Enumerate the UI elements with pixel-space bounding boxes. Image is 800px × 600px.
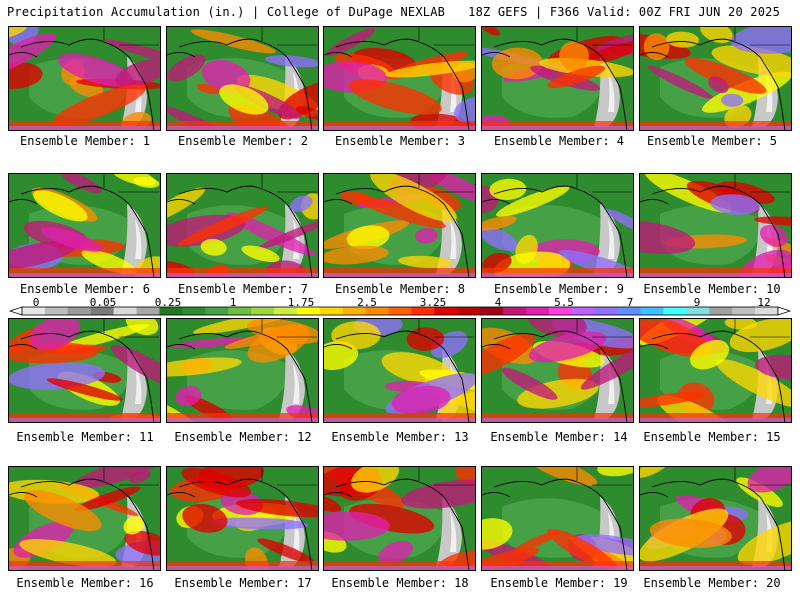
ensemble-member-map: [166, 318, 319, 423]
ensemble-member-map: [639, 173, 792, 278]
ensemble-member-map: [481, 318, 634, 423]
ensemble-member-label: Ensemble Member: 13: [331, 430, 469, 444]
ensemble-member-label: Ensemble Member: 14: [490, 430, 628, 444]
color-scale-bar: [8, 306, 792, 316]
ensemble-member-map: [166, 466, 319, 571]
ensemble-member-label: Ensemble Member: 16: [16, 576, 154, 590]
ensemble-member-map: [639, 318, 792, 423]
ensemble-member-label: Ensemble Member: 9: [493, 282, 625, 296]
ensemble-member-map: [8, 466, 161, 571]
scale-tick-label: 0: [32, 296, 40, 309]
ensemble-member-label: Ensemble Member: 19: [490, 576, 628, 590]
scale-tick-label: 12: [757, 296, 771, 309]
ensemble-member-label: Ensemble Member: 18: [331, 576, 469, 590]
ensemble-member-map: [639, 466, 792, 571]
run-valid-time: 18Z GEFS | F366 Valid: 00Z FRI JUN 20 20…: [468, 5, 780, 19]
scale-tick-label: 4: [494, 296, 502, 309]
scale-tick-label: 9: [693, 296, 701, 309]
ensemble-member-label: Ensemble Member: 10: [643, 282, 781, 296]
scale-tick-label: 3.25: [419, 296, 447, 309]
ensemble-member-map: [8, 173, 161, 278]
ensemble-member-map: [481, 173, 634, 278]
ensemble-member-label: Ensemble Member: 1: [19, 134, 151, 148]
ensemble-member-map: [323, 318, 476, 423]
ensemble-member-label: Ensemble Member: 8: [334, 282, 466, 296]
ensemble-member-map: [166, 173, 319, 278]
ensemble-member-label: Ensemble Member: 20: [643, 576, 781, 590]
ensemble-member-map: [166, 26, 319, 131]
ensemble-member-label: Ensemble Member: 15: [643, 430, 781, 444]
scale-tick-label: 1.75: [287, 296, 315, 309]
ensemble-member-map: [639, 26, 792, 131]
product-title: Precipitation Accumulation (in.) | Colle…: [7, 5, 446, 19]
ensemble-member-map: [8, 318, 161, 423]
scale-tick-label: 1: [229, 296, 237, 309]
scale-tick-label: 5.5: [554, 296, 574, 309]
scale-tick-label: 0.25: [154, 296, 182, 309]
ensemble-member-map: [8, 26, 161, 131]
ensemble-member-label: Ensemble Member: 5: [646, 134, 778, 148]
ensemble-member-map: [481, 26, 634, 131]
ensemble-member-label: Ensemble Member: 3: [334, 134, 466, 148]
scale-tick-label: 0.05: [89, 296, 117, 309]
ensemble-member-map: [481, 466, 634, 571]
scale-tick-label: 2.5: [357, 296, 377, 309]
ensemble-member-label: Ensemble Member: 4: [493, 134, 625, 148]
ensemble-member-label: Ensemble Member: 11: [16, 430, 154, 444]
ensemble-member-map: [323, 466, 476, 571]
ensemble-member-label: Ensemble Member: 2: [177, 134, 309, 148]
ensemble-member-label: Ensemble Member: 17: [174, 576, 312, 590]
ensemble-member-map: [323, 26, 476, 131]
ensemble-member-map: [323, 173, 476, 278]
scale-tick-label: 7: [626, 296, 634, 309]
ensemble-member-label: Ensemble Member: 7: [177, 282, 309, 296]
ensemble-member-label: Ensemble Member: 12: [174, 430, 312, 444]
ensemble-member-label: Ensemble Member: 6: [19, 282, 151, 296]
